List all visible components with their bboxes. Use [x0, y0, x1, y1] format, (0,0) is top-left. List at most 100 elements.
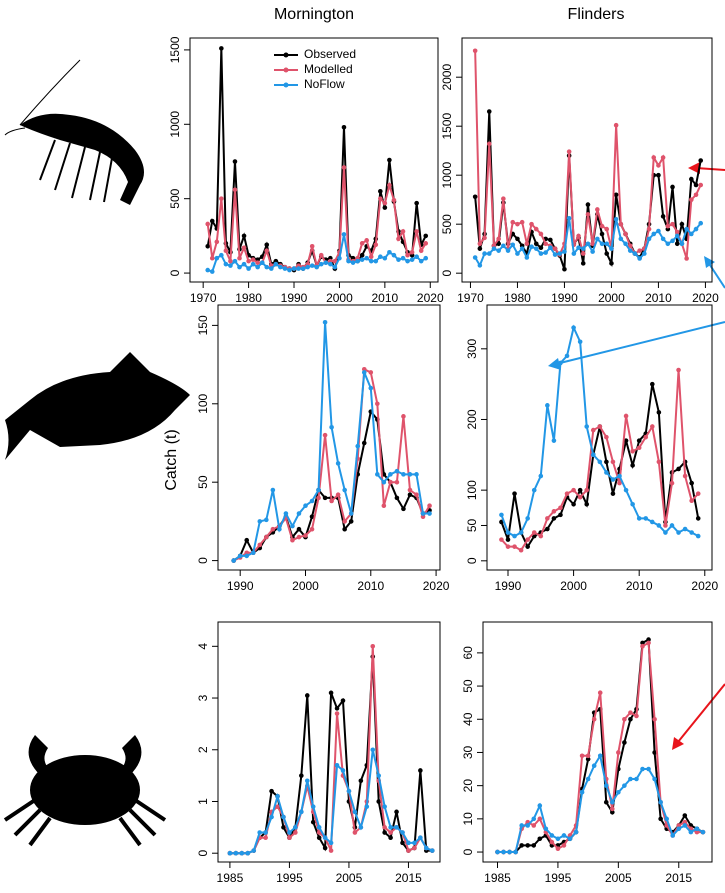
y-tick-label: 50: [196, 475, 210, 489]
data-point: [658, 800, 663, 805]
data-point: [219, 253, 224, 258]
data-point: [506, 248, 511, 253]
data-point: [628, 710, 633, 715]
data-point: [507, 850, 512, 855]
data-point: [592, 763, 597, 768]
data-point: [624, 488, 629, 493]
data-point: [572, 251, 577, 256]
y-tick-label: 1: [196, 798, 210, 805]
data-point: [696, 516, 701, 521]
data-point: [545, 516, 550, 521]
y-tick-label: 0: [168, 269, 182, 276]
data-point: [643, 435, 648, 440]
y-tick-label: 30: [461, 745, 475, 759]
x-tick-label: 1990: [281, 291, 308, 305]
y-tick-label: 50: [461, 679, 475, 693]
data-point: [281, 815, 286, 820]
data-point: [255, 265, 260, 270]
data-point: [240, 851, 245, 856]
data-point: [656, 229, 661, 234]
data-point: [623, 241, 628, 246]
data-point: [395, 469, 400, 474]
data-point: [401, 472, 406, 477]
data-point: [324, 260, 329, 265]
legend-label: NoFlow: [304, 77, 345, 91]
data-point: [580, 790, 585, 795]
x-tick-label: 2000: [560, 579, 587, 593]
series-line: [230, 646, 432, 853]
data-point: [219, 196, 224, 201]
data-point: [394, 825, 399, 830]
data-point: [506, 530, 511, 535]
y-tick-label: 100: [196, 393, 210, 413]
x-tick-label: 2015: [665, 871, 692, 885]
data-point: [628, 717, 633, 722]
data-point: [637, 248, 642, 253]
data-point: [284, 511, 289, 516]
data-point: [233, 159, 238, 164]
x-tick-label: 2020: [423, 579, 450, 593]
data-point: [260, 260, 265, 265]
data-point: [210, 269, 215, 274]
data-point: [598, 424, 603, 429]
data-point: [581, 261, 586, 266]
data-point: [670, 523, 675, 528]
data-point: [600, 241, 605, 246]
data-point: [567, 149, 572, 154]
data-point: [683, 823, 688, 828]
y-tick-label: 4: [196, 643, 210, 650]
data-point: [696, 491, 701, 496]
data-point: [392, 253, 397, 258]
data-point: [473, 255, 478, 260]
data-point: [414, 472, 419, 477]
data-point: [604, 460, 609, 465]
data-point: [263, 835, 268, 840]
data-point: [584, 502, 589, 507]
data-point: [657, 460, 662, 465]
data-point: [637, 516, 642, 521]
y-tick-label: 1000: [168, 111, 182, 138]
series-line: [501, 384, 698, 547]
data-point: [205, 244, 210, 249]
data-point: [349, 519, 354, 524]
data-point: [499, 513, 504, 518]
data-point: [696, 534, 701, 539]
data-point: [689, 830, 694, 835]
data-point: [214, 240, 219, 245]
crab-icon: [5, 735, 165, 845]
data-point: [694, 227, 699, 232]
x-tick-label: 2000: [598, 291, 625, 305]
data-point: [382, 825, 387, 830]
data-point: [317, 825, 322, 830]
data-point: [683, 813, 688, 818]
data-point: [376, 773, 381, 778]
data-point: [478, 263, 483, 268]
data-point: [388, 835, 393, 840]
data-point: [414, 254, 419, 259]
data-point: [487, 142, 492, 147]
data-point: [534, 246, 539, 251]
data-point: [651, 232, 656, 237]
data-point: [368, 370, 373, 375]
data-point: [499, 537, 504, 542]
data-point: [689, 197, 694, 202]
data-point: [513, 850, 518, 855]
data-point: [406, 841, 411, 846]
data-point: [487, 109, 492, 114]
y-tick-label: 300: [465, 338, 479, 358]
data-point: [219, 46, 224, 51]
figure: Mornington Flinders Catch (t) 1970198019…: [0, 0, 725, 893]
data-point: [333, 265, 338, 270]
data-point: [576, 234, 581, 239]
data-point: [210, 256, 215, 261]
data-point: [264, 518, 269, 523]
data-point: [496, 248, 501, 253]
data-point: [683, 527, 688, 532]
data-point: [534, 227, 539, 232]
data-point: [405, 259, 410, 264]
data-point: [680, 222, 685, 227]
data-point: [676, 368, 681, 373]
data-point: [316, 488, 321, 493]
data-point: [622, 740, 627, 745]
y-tick-label: 3: [196, 694, 210, 701]
